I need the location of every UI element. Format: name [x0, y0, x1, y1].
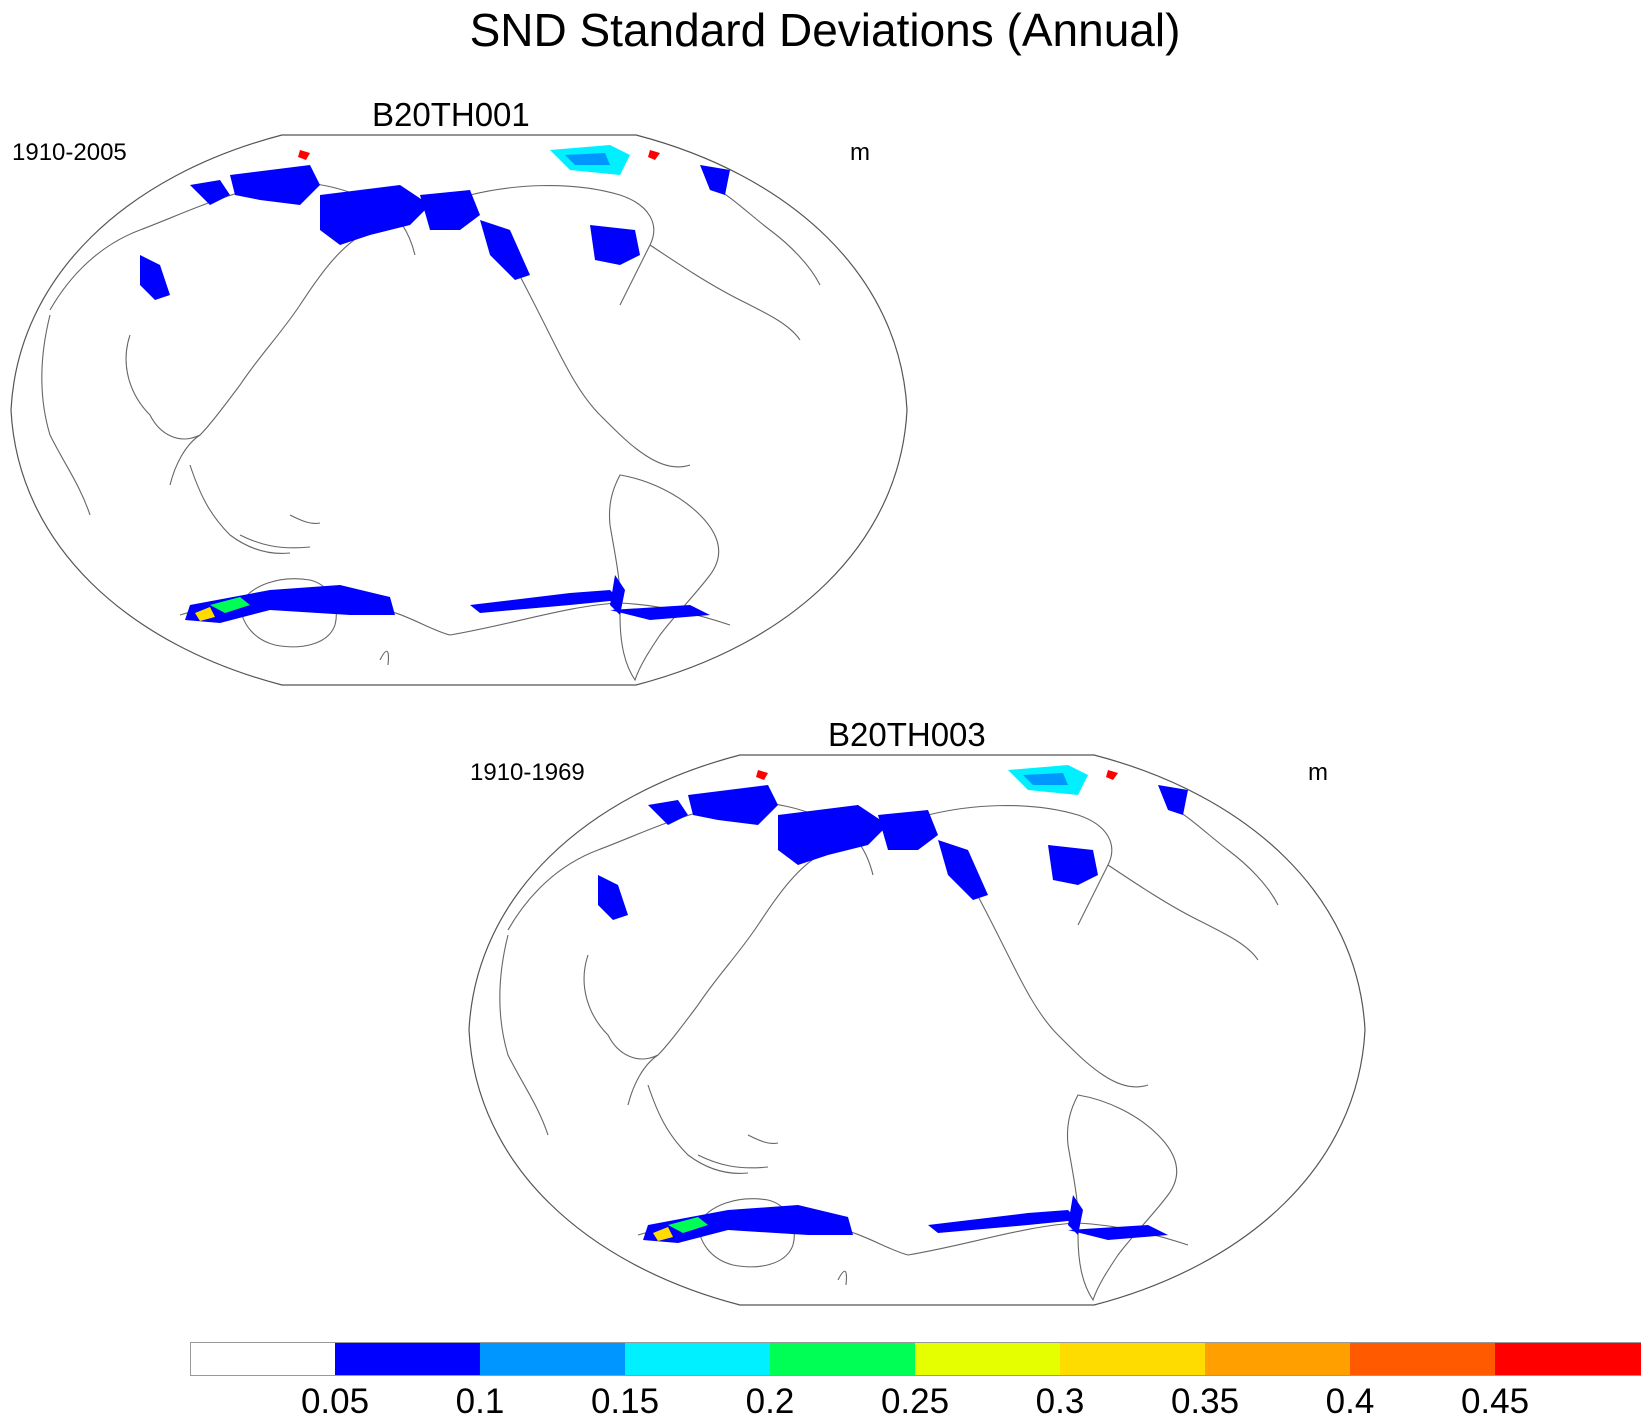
colorbar-tick-label: 0.45 [1460, 1382, 1530, 1421]
colorbar-swatch [770, 1342, 916, 1376]
colorbar-tick-label: 0.15 [590, 1382, 660, 1421]
panel-1-title: B20TH001 [372, 96, 530, 133]
colorbar-tick-label: 0.2 [745, 1382, 795, 1421]
coastlines [41, 182, 821, 682]
colorbar-swatch [335, 1342, 481, 1376]
main-title: SND Standard Deviations (Annual) [469, 4, 1181, 56]
colorbar-tick-label: 0.1 [455, 1382, 505, 1421]
colorbar-tick-label: 0.05 [300, 1382, 370, 1421]
world-map-2 [468, 754, 1366, 1306]
panel-2-period-label: 1910-1969 [470, 759, 585, 786]
colorbar-swatch [1350, 1342, 1496, 1376]
colorbar-swatch [190, 1342, 336, 1376]
colorbar-swatch [1060, 1342, 1206, 1376]
panel-2-units-label: m [1308, 759, 1328, 786]
map-outline [468, 754, 1366, 1306]
colorbar-swatch [1205, 1342, 1351, 1376]
panel-1-units-label: m [850, 139, 870, 166]
coastlines [499, 802, 1279, 1302]
colorbar-swatch [480, 1342, 626, 1376]
colorbar-swatch [915, 1342, 1061, 1376]
world-map-1 [10, 134, 908, 686]
colorbar-swatch [1495, 1342, 1641, 1376]
colorbar-tick-label: 0.3 [1035, 1382, 1085, 1421]
map-outline [10, 134, 908, 686]
colorbar [190, 1342, 1641, 1376]
snow-depth-fields [598, 765, 1188, 1243]
colorbar-tick-label: 0.25 [880, 1382, 950, 1421]
snow-depth-fields [140, 145, 730, 623]
colorbar-tick-label: 0.4 [1325, 1382, 1375, 1421]
colorbar-swatch [625, 1342, 771, 1376]
colorbar-tick-label: 0.35 [1170, 1382, 1240, 1421]
panel-2-title: B20TH003 [828, 716, 986, 753]
panel-1-period-label: 1910-2005 [12, 139, 127, 166]
